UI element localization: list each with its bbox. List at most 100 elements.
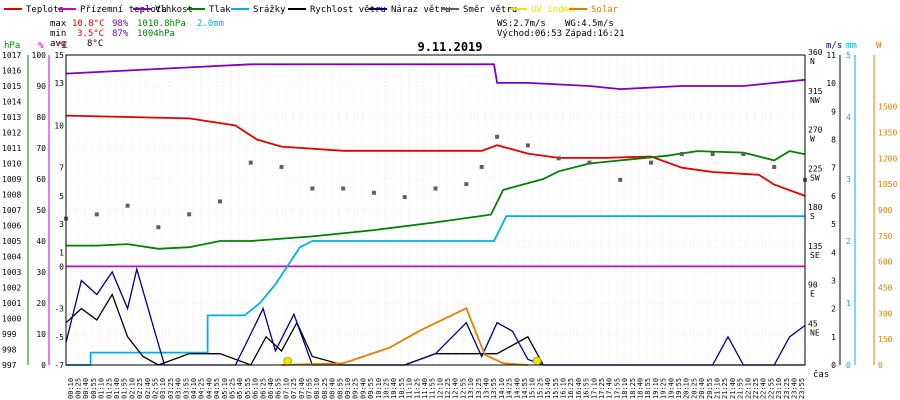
legend-label-9: Solar	[591, 5, 619, 15]
humidity-tick-3: 70	[36, 144, 46, 153]
x-tick-17: 04:25	[198, 378, 206, 399]
direction-tick-2: 270	[808, 126, 823, 135]
legend-label-7: Směr větru	[463, 5, 517, 15]
pressure-tick-18: 999	[2, 330, 17, 339]
solar-tick-9: 150	[878, 335, 893, 344]
legend-label-5: Rychlost větru	[310, 5, 386, 15]
x-tick-9: 02:25	[136, 378, 144, 399]
stats-max-temp: 10.8°C	[72, 19, 105, 29]
pressure-tick-17: 1000	[2, 315, 21, 324]
series-line-0	[65, 114, 806, 197]
direction-tick-3: 225	[808, 164, 823, 173]
axis-unit-humidity: %	[38, 41, 44, 51]
pressure-tick-1: 1016	[2, 67, 21, 76]
x-tick-3: 00:55	[90, 378, 98, 399]
x-tick-31: 07:55	[305, 378, 313, 399]
x-tick-64: 16:10	[560, 378, 568, 399]
x-tick-47: 11:55	[429, 378, 437, 399]
direction-point-24	[772, 164, 777, 169]
stats-max-label: max	[50, 19, 67, 29]
stats-min-label: min	[50, 29, 66, 39]
x-tick-65: 16:25	[567, 378, 575, 399]
axis-unit-wind: m/s	[826, 41, 842, 51]
temperature-tick-5: 3	[59, 220, 64, 229]
temperature-tick-4: 5	[59, 192, 64, 201]
axis-unit-pressure: hPa	[4, 41, 20, 51]
x-tick-80: 20:10	[683, 378, 691, 399]
direction-point-23	[741, 152, 746, 157]
x-tick-70: 17:40	[606, 378, 614, 399]
pressure-tick-10: 1007	[2, 206, 21, 215]
rain-tick-5: 0	[846, 361, 851, 370]
humidity-tick-1: 90	[36, 82, 46, 91]
stats-min-temp: 3.5°C	[77, 29, 104, 39]
x-tick-84: 21:10	[713, 378, 721, 399]
temperature-tick-0: 15	[54, 51, 64, 60]
x-tick-29: 07:25	[290, 378, 298, 399]
x-tick-94: 23:40	[790, 378, 798, 399]
x-tick-48: 12:10	[436, 378, 444, 399]
x-tick-82: 20:40	[698, 378, 706, 399]
direction-point-21	[679, 152, 684, 157]
direction-point-20	[649, 160, 654, 165]
direction-point-7	[279, 164, 284, 169]
x-tick-52: 13:10	[467, 378, 475, 399]
wind-tick-5: 6	[831, 192, 836, 201]
wind-tick-1: 10	[826, 79, 836, 88]
pressure-tick-13: 1004	[2, 253, 21, 262]
plot-frame	[65, 54, 806, 366]
wind-tick-3: 8	[831, 136, 836, 145]
axis-unit-rain: mm	[846, 41, 857, 51]
series-line-6	[65, 266, 806, 366]
pressure-tick-6: 1011	[2, 144, 21, 153]
x-tick-23: 05:55	[244, 378, 252, 399]
pressure-tick-5: 1012	[2, 129, 21, 138]
legend-label-0: Teplota	[26, 5, 64, 15]
x-tick-83: 20:55	[706, 378, 714, 399]
x-tick-15: 03:55	[182, 378, 190, 399]
legend-label-4: Srážky	[253, 5, 286, 15]
x-tick-50: 12:40	[452, 378, 460, 399]
direction-tick-6: 90	[808, 281, 818, 290]
x-tick-63: 15:55	[552, 378, 560, 399]
x-tick-91: 22:55	[767, 378, 775, 399]
wind-ws: WS:2.7m/s	[497, 19, 546, 29]
pressure-tick-2: 1015	[2, 82, 21, 91]
x-tick-88: 22:10	[744, 378, 752, 399]
stats-max-hum: 98%	[112, 19, 129, 29]
x-tick-18: 04:40	[205, 378, 213, 399]
x-tick-59: 14:55	[521, 378, 529, 399]
sunset-time: Západ:16:21	[565, 29, 625, 39]
rain-tick-3: 2	[846, 237, 851, 246]
solar-tick-8: 300	[878, 309, 893, 318]
pressure-tick-14: 1003	[2, 268, 21, 277]
temperature-tick-8: -3	[54, 305, 64, 314]
x-tick-60: 15:10	[529, 378, 537, 399]
direction-point-15	[495, 134, 500, 139]
x-tick-71: 17:55	[613, 378, 621, 399]
x-tick-87: 21:55	[737, 378, 745, 399]
x-tick-54: 13:40	[483, 378, 491, 399]
solar-tick-4: 900	[878, 206, 893, 215]
x-tick-62: 15:40	[544, 378, 552, 399]
x-tick-79: 19:55	[675, 378, 683, 399]
x-tick-4: 01:10	[98, 378, 106, 399]
pressure-tick-15: 1002	[2, 284, 21, 293]
temperature-tick-1: 13	[54, 79, 64, 88]
wind-tick-6: 5	[831, 220, 836, 229]
x-tick-6: 01:40	[113, 378, 121, 399]
temperature-tick-7: 0	[59, 262, 64, 271]
direction-tick-label-6: E	[810, 290, 815, 299]
solar-tick-2: 1200	[878, 154, 897, 163]
direction-point-10	[371, 190, 376, 195]
pressure-tick-4: 1013	[2, 113, 21, 122]
direction-tick-label-3: SW	[810, 173, 820, 182]
rain-tick-2: 3	[846, 175, 851, 184]
wind-tick-10: 1	[831, 333, 836, 342]
direction-tick-label-7: NE	[810, 328, 820, 337]
x-tick-36: 09:10	[344, 378, 352, 399]
x-tick-1: 00:25	[75, 378, 83, 399]
x-tick-41: 10:25	[382, 378, 390, 399]
direction-point-4	[187, 212, 192, 217]
x-tick-72: 18:10	[621, 378, 629, 399]
